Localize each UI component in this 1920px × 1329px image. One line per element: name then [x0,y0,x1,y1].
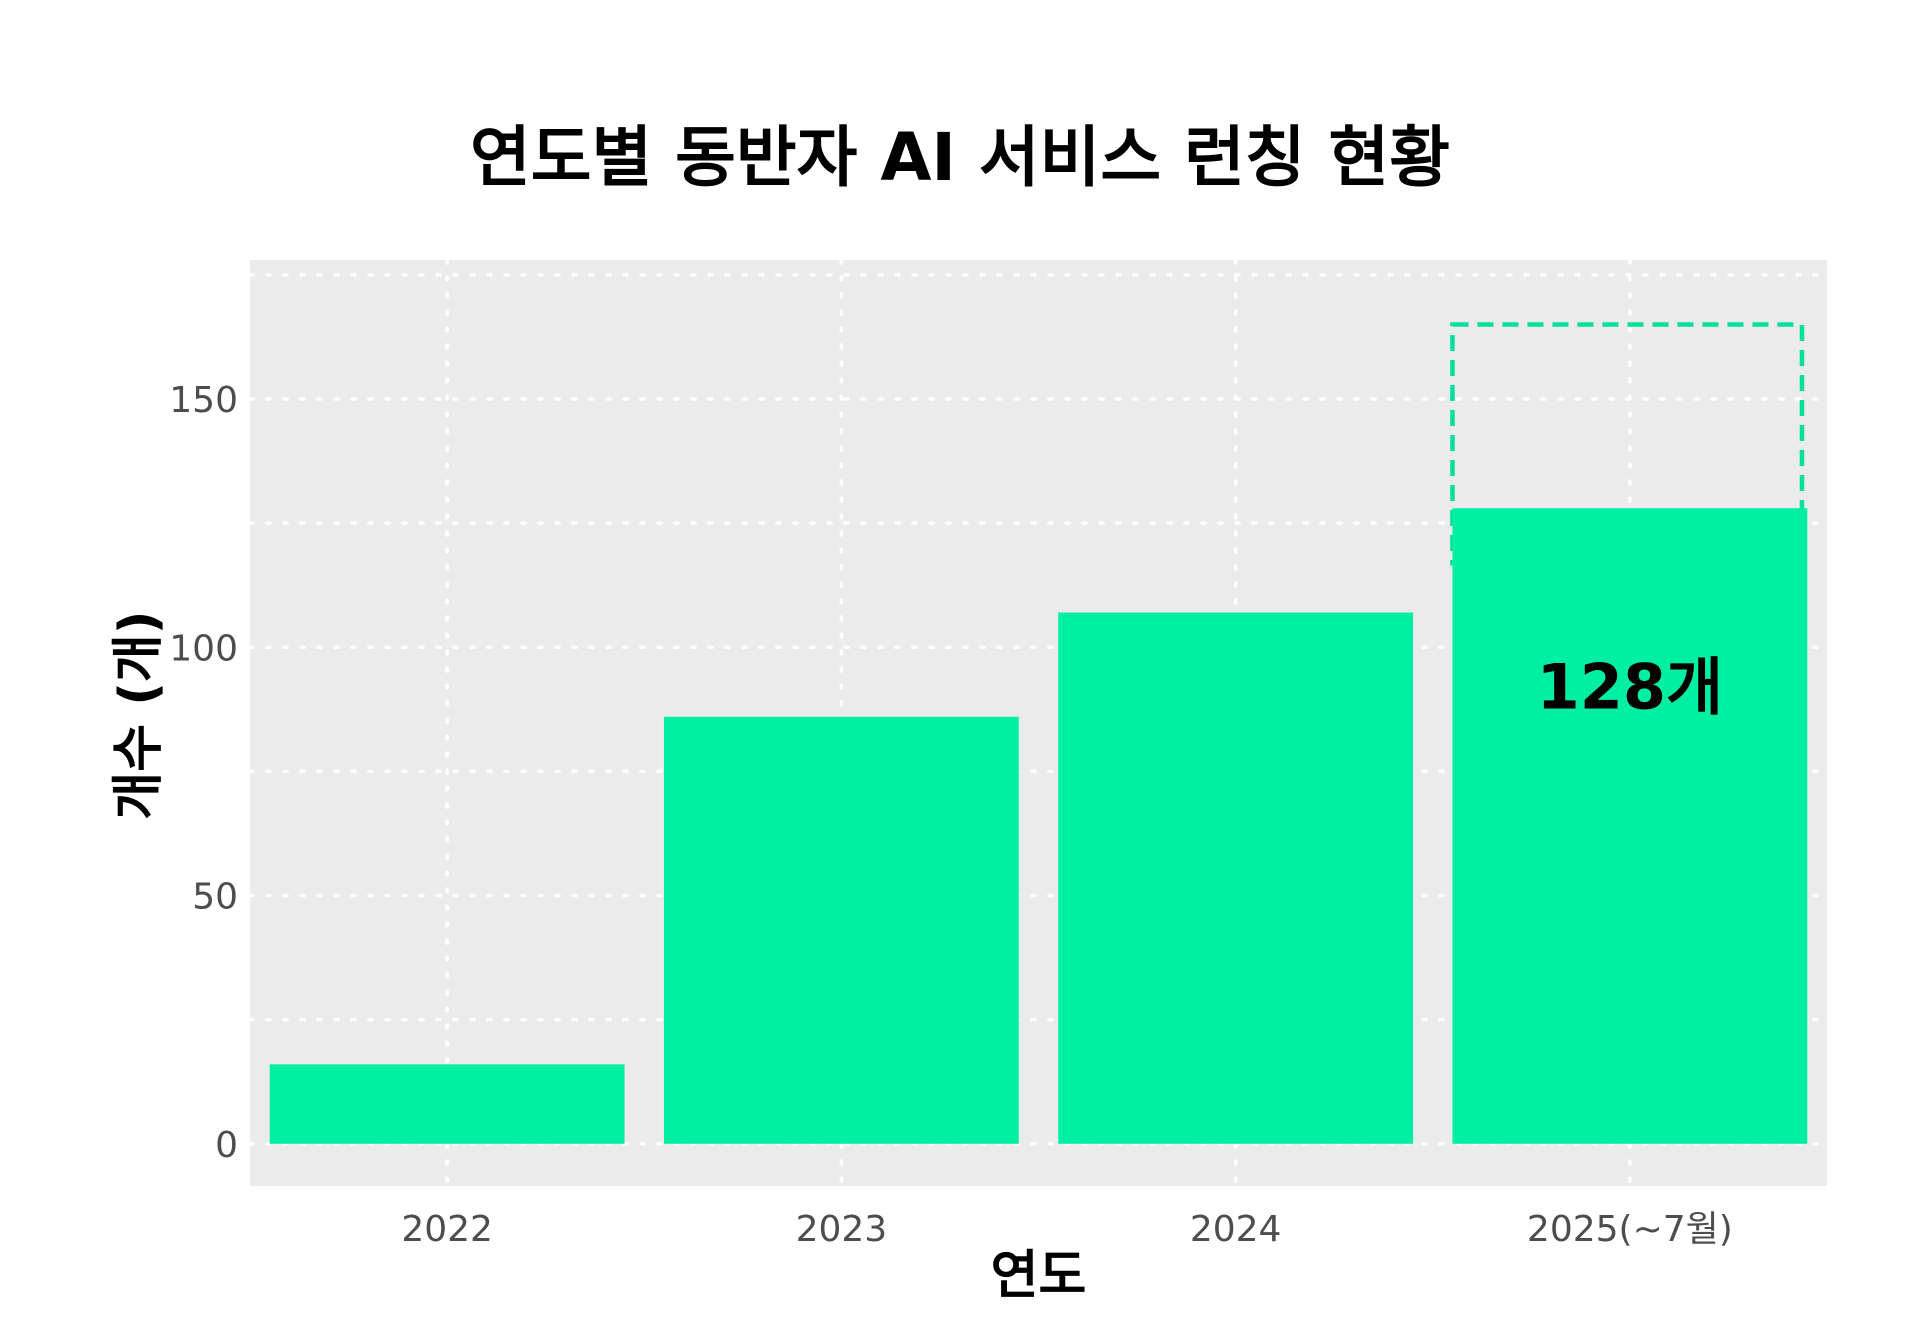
y-tick-label: 150 [169,380,238,421]
x-tick-label: 2024 [1190,1209,1282,1250]
bar-2025(~7월) [1452,508,1808,1144]
x-tick-label: 2022 [401,1209,493,1250]
y-tick-label: 50 [192,877,238,918]
y-axis-title: 개수 (개) [109,610,169,819]
bar-2022 [269,1064,625,1144]
x-tick-label: 2023 [796,1209,888,1250]
y-axis-ticks: 0 50 100 150 [169,380,238,1166]
x-tick-label: 2025(~7월) [1527,1209,1733,1250]
bars [269,508,1808,1144]
x-axis-title: 연도 [991,1246,1087,1306]
x-axis-ticks: 2022 2023 2024 2025(~7월) [401,1209,1733,1250]
bar-2023 [663,716,1019,1144]
y-tick-label: 0 [215,1125,238,1166]
chart-title: 연도별 동반자 AI 서비스 런칭 현황 [470,119,1450,196]
bar-2024 [1058,612,1414,1144]
data-label: 128개 [1537,650,1723,723]
y-tick-label: 100 [169,628,238,669]
data-labels: 128개 [1537,650,1723,723]
